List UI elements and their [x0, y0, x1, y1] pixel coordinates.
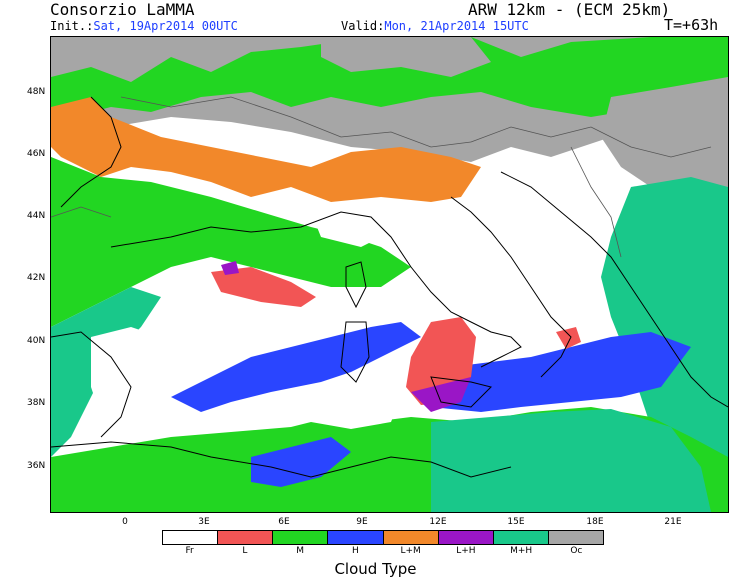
mid-high-cloud-south	[431, 409, 711, 512]
low-mid-cloud-band	[51, 97, 481, 202]
legend-swatch-oc	[548, 531, 603, 544]
legend-label-m-h: M+H	[510, 546, 533, 556]
legend-label-m: M	[296, 546, 304, 556]
cloud-type-map	[50, 36, 729, 513]
coastline-italy-west	[110, 211, 522, 368]
valid-time: Valid:Mon, 21Apr2014 15UTC	[341, 19, 529, 33]
low-high-cloud-small	[221, 261, 239, 275]
legend-label-l-h: L+H	[456, 546, 476, 556]
lon-label-6e: 6E	[278, 517, 290, 527]
lon-label-9e: 9E	[356, 517, 368, 527]
coastline-france	[60, 96, 122, 208]
coastline-sardinia	[340, 321, 370, 383]
coastline-greece	[650, 316, 728, 408]
high-cloud-band-west	[171, 322, 421, 412]
legend-swatch-l-h	[438, 531, 494, 544]
coastline-sicily	[430, 376, 492, 408]
legend-swatch-l-m	[383, 531, 439, 544]
legend-label-oc: Oc	[570, 546, 583, 556]
map-canvas	[51, 37, 728, 512]
lat-label-40n: 40N	[27, 336, 46, 346]
lat-label-36n: 36N	[27, 461, 46, 471]
legend-swatch-m	[273, 531, 329, 544]
legend-label-h: H	[351, 546, 359, 556]
valid-label: Valid:	[341, 19, 385, 33]
clear-area-sea	[301, 387, 401, 429]
coastline-north-africa	[51, 441, 512, 478]
coastlines	[51, 96, 728, 478]
coastline-iberia	[51, 331, 132, 438]
coastline-italy-east	[450, 196, 572, 378]
legend-labels: Fr L M H L+M L+H M+H Oc	[162, 546, 604, 556]
init-value: Sat, 19Apr2014 00UTC	[93, 19, 238, 33]
lon-label-15e: 15E	[507, 517, 525, 527]
lon-label-3e: 3E	[198, 517, 210, 527]
mid-cloud-west	[51, 157, 411, 327]
border-east	[470, 126, 712, 158]
legend-title: Cloud Type	[334, 560, 417, 578]
lat-label-46n: 46N	[27, 149, 46, 159]
high-cloud-band-east	[411, 332, 691, 412]
run-info: ARW 12km - (ECM 25km)	[468, 0, 671, 19]
init-label: Init.:	[50, 19, 94, 33]
country-borders	[51, 96, 712, 258]
init-time: Init.:Sat, 19Apr2014 00UTC	[50, 19, 238, 33]
border-alps	[120, 96, 472, 148]
overcast-alps	[321, 37, 491, 77]
legend-swatch-h	[328, 531, 384, 544]
lon-label-18e: 18E	[586, 517, 604, 527]
legend-label-fr: Fr	[185, 546, 194, 556]
legend-color-bar	[162, 530, 604, 545]
lon-label-0: 0	[122, 517, 128, 527]
clear-area-iberia	[91, 327, 161, 417]
lat-label-38n: 38N	[27, 398, 46, 408]
low-cloud-ionian	[556, 327, 581, 349]
legend-label-l-m: L+M	[400, 546, 421, 556]
lat-label-44n: 44N	[27, 211, 46, 221]
forecast-step: T=+63h	[664, 16, 719, 34]
high-cloud-patch-south	[251, 437, 351, 487]
lon-label-21e: 21E	[664, 517, 682, 527]
low-high-cloud-patch	[411, 377, 471, 412]
legend-label-l: L	[242, 546, 248, 556]
valid-value: Mon, 21Apr2014 15UTC	[384, 19, 529, 33]
lat-label-48n: 48N	[27, 87, 46, 97]
border-balkans	[570, 146, 622, 258]
coastline-adriatic	[500, 171, 652, 318]
border-pyrenees	[51, 206, 112, 218]
lon-label-12e: 12E	[429, 517, 447, 527]
coastline-corsica	[345, 261, 367, 309]
mid-cloud-north	[51, 37, 728, 127]
legend-swatch-fr	[163, 531, 219, 544]
model-title: Consorzio LaMMA	[50, 0, 195, 19]
lat-label-42n: 42N	[27, 273, 46, 283]
legend-swatch-m-h	[493, 531, 549, 544]
low-cloud-sardinia-north	[211, 267, 316, 307]
legend-swatch-l	[218, 531, 274, 544]
